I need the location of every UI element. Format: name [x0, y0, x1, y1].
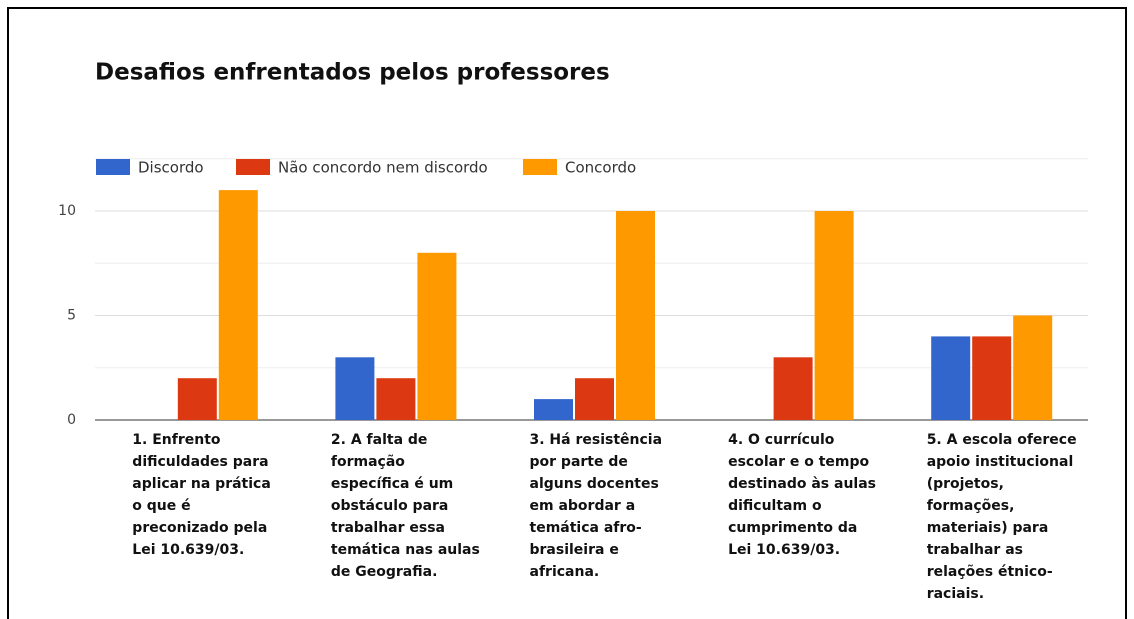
- frame: [7, 7, 1127, 619]
- bar: [814, 211, 854, 420]
- bar: [218, 190, 258, 420]
- y-tick-label: 0: [67, 412, 76, 428]
- bar: [1013, 315, 1053, 420]
- legend-swatch: [523, 159, 557, 175]
- x-tick-label: 3. Há resistência por parte de alguns do…: [529, 432, 663, 580]
- bar: [972, 336, 1012, 420]
- legend-swatch: [96, 159, 130, 175]
- bar: [616, 211, 655, 420]
- bar: [335, 357, 375, 420]
- y-tick-label: 10: [58, 203, 76, 219]
- chart-title: Desafios enfrentados pelos professores: [95, 60, 610, 86]
- legend-label: Não concordo nem discordo: [278, 159, 488, 177]
- bar: [931, 336, 971, 420]
- legend-label: Discordo: [138, 159, 204, 177]
- bar: [376, 378, 416, 420]
- x-tick-label: 5. A escola oferece apoio institucional …: [926, 432, 1077, 602]
- legend-label: Concordo: [565, 159, 636, 177]
- bar: [575, 378, 614, 420]
- bar: [177, 378, 217, 420]
- y-tick-label: 5: [67, 308, 76, 324]
- x-tick-label: 1. Enfrento dificuldades para aplicar na…: [132, 432, 271, 558]
- bar: [417, 252, 457, 420]
- legend-swatch: [236, 159, 270, 175]
- bar: [534, 399, 573, 420]
- x-tick-label: 4. O currículo escolar e o tempo destina…: [728, 432, 877, 558]
- x-tick-label: 2. A falta de formação específica é um o…: [330, 432, 480, 580]
- bar: [773, 357, 813, 420]
